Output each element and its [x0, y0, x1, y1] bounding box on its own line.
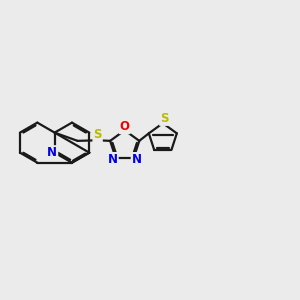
Text: S: S	[160, 112, 169, 125]
Text: S: S	[93, 128, 102, 142]
Text: O: O	[120, 120, 130, 133]
Text: N: N	[47, 146, 57, 159]
Text: N: N	[108, 153, 118, 166]
Text: N: N	[132, 153, 142, 166]
